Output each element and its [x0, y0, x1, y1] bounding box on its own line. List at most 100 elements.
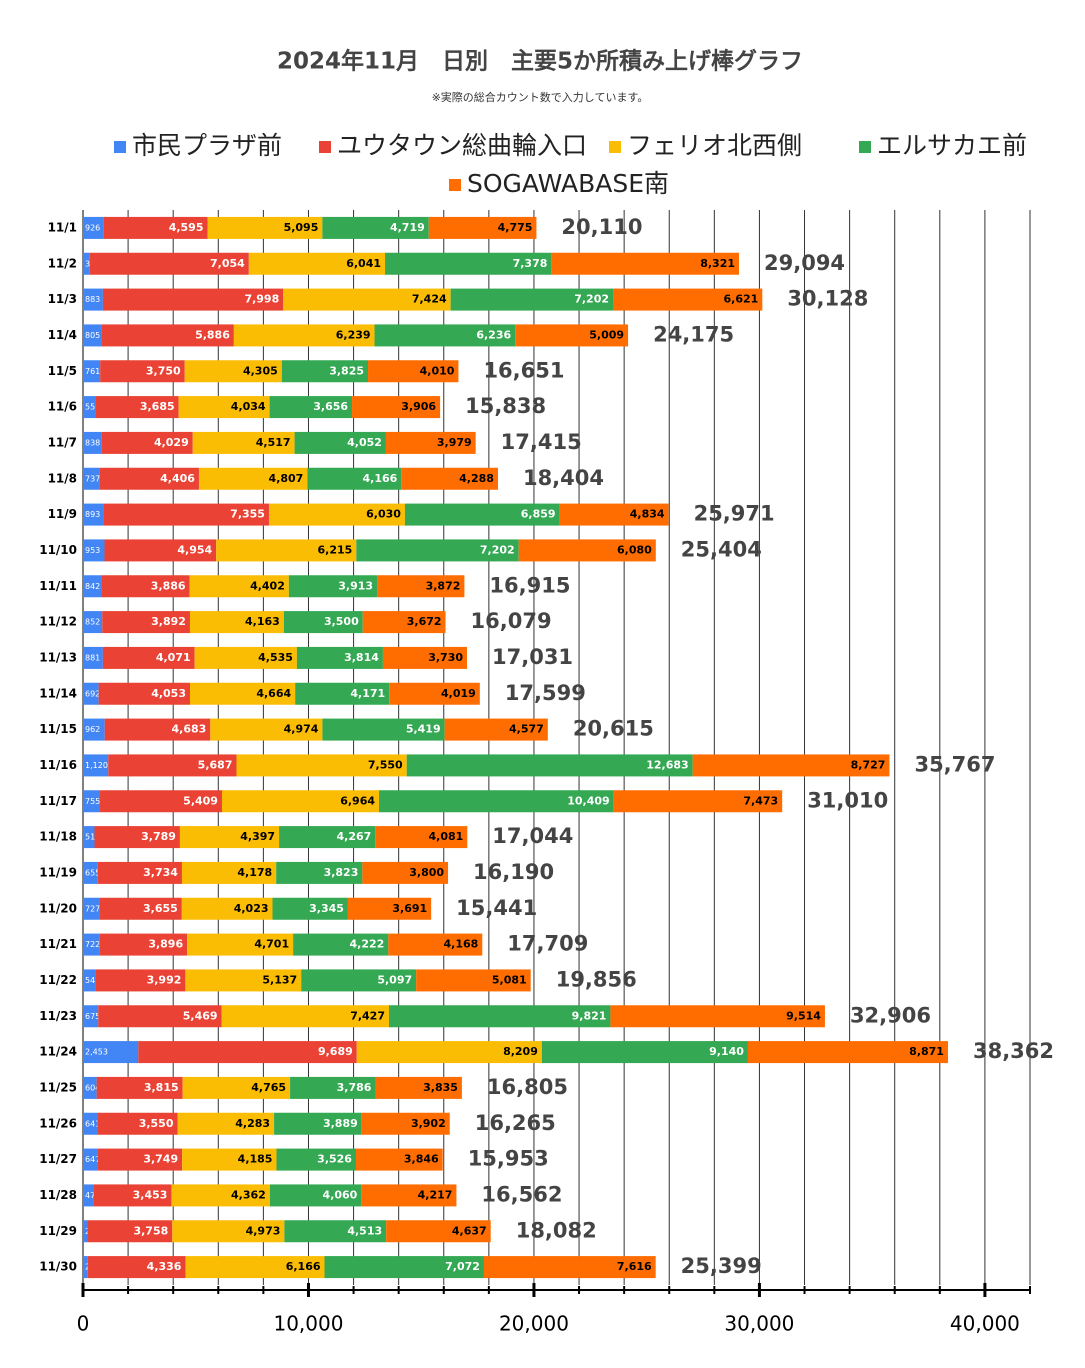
data-label: 10,409 — [567, 794, 609, 807]
bar-segment — [233, 324, 375, 347]
bar-segment — [99, 933, 188, 956]
bar-segment — [182, 1076, 291, 1099]
y-tick-label: 11/21 — [39, 937, 77, 951]
data-label: 4,060 — [323, 1188, 358, 1201]
data-label: 3,896 — [148, 938, 183, 951]
bar-segment — [692, 754, 890, 777]
y-tick-label: 11/12 — [39, 615, 77, 629]
data-label: 755 — [85, 797, 100, 806]
total-label: 16,651 — [483, 358, 564, 382]
data-label: 3,892 — [151, 615, 186, 628]
data-label: 8,871 — [909, 1045, 944, 1058]
data-label: 4,336 — [147, 1260, 182, 1273]
data-label: 1,120 — [85, 761, 108, 770]
y-tick-label: 11/23 — [39, 1009, 77, 1023]
data-label: 893 — [85, 510, 100, 519]
data-label: 6,859 — [521, 508, 556, 521]
total-label: 32,906 — [850, 1003, 931, 1027]
bar-segment — [177, 1112, 275, 1135]
bar-segment — [83, 969, 96, 992]
data-label: 3,846 — [404, 1153, 439, 1166]
data-label: 3,500 — [324, 615, 359, 628]
bar-segment — [95, 396, 179, 419]
data-label: 3,979 — [437, 436, 472, 449]
total-label: 15,838 — [465, 394, 546, 418]
data-label: 4,019 — [441, 687, 476, 700]
y-tick-label: 11/4 — [48, 328, 77, 342]
y-tick-label: 11/25 — [39, 1080, 77, 1094]
bar-segment — [375, 826, 468, 849]
bar-segment — [610, 1005, 825, 1028]
data-label: 6,166 — [286, 1260, 321, 1273]
y-tick-label: 11/2 — [48, 256, 77, 270]
data-label: 4,954 — [177, 543, 212, 556]
bar-segment — [541, 1041, 748, 1064]
y-tick-label: 11/7 — [48, 435, 77, 449]
bar-segment — [94, 826, 180, 849]
bar-segment — [100, 790, 222, 813]
data-label: 5,469 — [183, 1009, 218, 1022]
data-label: 838 — [85, 438, 100, 447]
data-label: 3,550 — [139, 1117, 174, 1130]
data-label: 7,473 — [743, 794, 778, 807]
total-label: 35,767 — [914, 752, 995, 776]
data-label: 692 — [85, 689, 100, 698]
chart-subtitle: ※実際の総合カウント数で入力しています。 — [432, 90, 649, 104]
bar-segment — [99, 467, 199, 490]
data-label: 761 — [85, 367, 100, 376]
data-label: 5,097 — [377, 973, 412, 986]
bars: 11/19264,5955,0954,7194,77520,11011/2300… — [39, 215, 1054, 1279]
data-label: 4,053 — [151, 687, 186, 700]
y-tick-label: 11/20 — [39, 901, 77, 915]
bar-segment — [404, 503, 560, 526]
data-label: 9,514 — [786, 1009, 821, 1022]
total-label: 17,599 — [505, 681, 586, 705]
data-label: 3,815 — [144, 1081, 179, 1094]
data-label: 4,402 — [250, 579, 285, 592]
bar-segment — [83, 933, 100, 956]
data-label: 3,345 — [309, 902, 344, 915]
data-label: 2,453 — [85, 1048, 108, 1057]
data-label: 5,081 — [492, 973, 527, 986]
y-tick-label: 11/5 — [48, 364, 77, 378]
bar-segment — [450, 288, 614, 311]
data-label: 4,517 — [256, 436, 291, 449]
y-tick-label: 11/22 — [39, 973, 77, 987]
data-label: 4,071 — [156, 651, 191, 664]
data-label: 4,683 — [171, 723, 206, 736]
legend-label: フェリオ北西側 — [627, 131, 802, 160]
bar-segment — [385, 431, 476, 454]
data-label: 655 — [85, 868, 100, 877]
data-label: 3,814 — [344, 651, 379, 664]
data-label: 6,215 — [318, 543, 353, 556]
y-tick-label: 11/8 — [48, 471, 77, 485]
x-tick-label: 30,000 — [724, 1312, 794, 1336]
bar-segment — [347, 897, 432, 920]
data-label: 12,683 — [646, 758, 688, 771]
data-label: 7,550 — [368, 758, 403, 771]
bar-segment — [97, 1112, 178, 1135]
total-label: 17,415 — [501, 430, 582, 454]
bar-segment — [361, 1112, 450, 1135]
bar-segment — [207, 216, 323, 239]
bar-segment — [101, 431, 193, 454]
data-label: 727 — [85, 904, 100, 913]
total-label: 25,971 — [694, 502, 775, 526]
data-label: 4,305 — [243, 364, 278, 377]
data-label: 722 — [85, 940, 100, 949]
bar-segment — [379, 790, 614, 813]
bar-segment — [406, 754, 693, 777]
data-label: 852 — [85, 618, 100, 627]
data-label: 737 — [85, 474, 100, 483]
bar-segment — [194, 646, 297, 669]
data-label: 3,835 — [423, 1081, 458, 1094]
data-label: 4,023 — [234, 902, 269, 915]
bar-segment — [293, 933, 389, 956]
data-label: 4,163 — [245, 615, 280, 628]
data-label: 3,730 — [428, 651, 463, 664]
total-label: 17,709 — [507, 932, 588, 956]
bar-segment — [198, 467, 308, 490]
data-label: 8,209 — [503, 1045, 538, 1058]
data-label: 4,664 — [256, 687, 291, 700]
